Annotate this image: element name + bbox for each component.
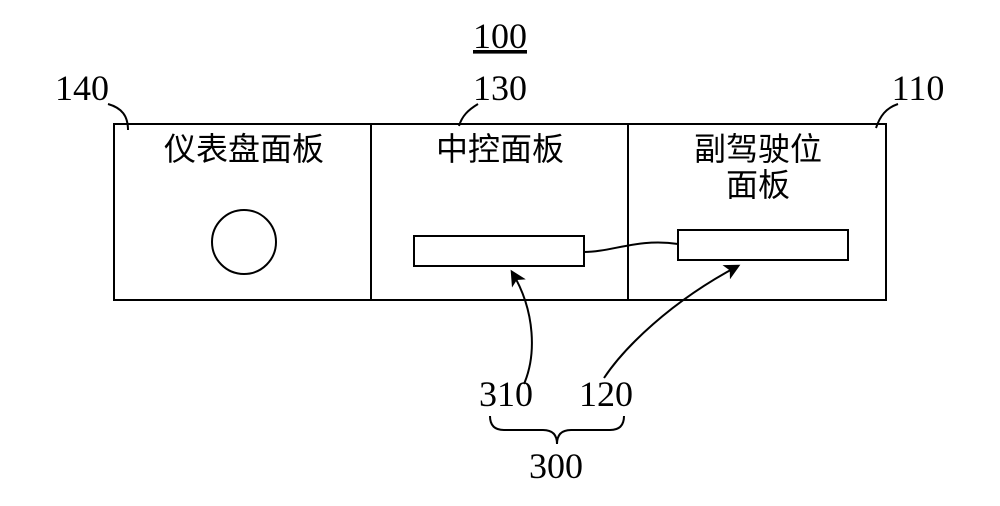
ref-label-120: 120 <box>579 374 633 414</box>
leader-310 <box>512 272 532 384</box>
panel-label-center-line0: 中控面板 <box>436 131 564 167</box>
panel-label-passenger-line1: 面板 <box>726 167 790 203</box>
rect-310 <box>414 236 584 266</box>
panel-label-dashboard-line0: 仪表盘面板 <box>164 131 324 167</box>
brace-300 <box>490 416 624 444</box>
panel-label-passenger-line0: 副驾驶位 <box>694 131 822 167</box>
ref-label-110: 110 <box>892 68 945 108</box>
rect-120 <box>678 230 848 260</box>
ref-label-310: 310 <box>479 374 533 414</box>
leader-140 <box>108 104 128 130</box>
ref-label-130: 130 <box>473 68 527 108</box>
leader-120 <box>604 266 738 378</box>
figure-ref-100: 100 <box>473 16 527 56</box>
diagram-canvas: 100 仪表盘面板 中控面板 副驾驶位面板 140 130 110 310 120 300 <box>0 0 1000 506</box>
connector-310-120 <box>584 243 678 252</box>
ref-label-140: 140 <box>55 68 109 108</box>
steering-wheel-icon <box>212 210 276 274</box>
ref-label-300: 300 <box>529 446 583 486</box>
